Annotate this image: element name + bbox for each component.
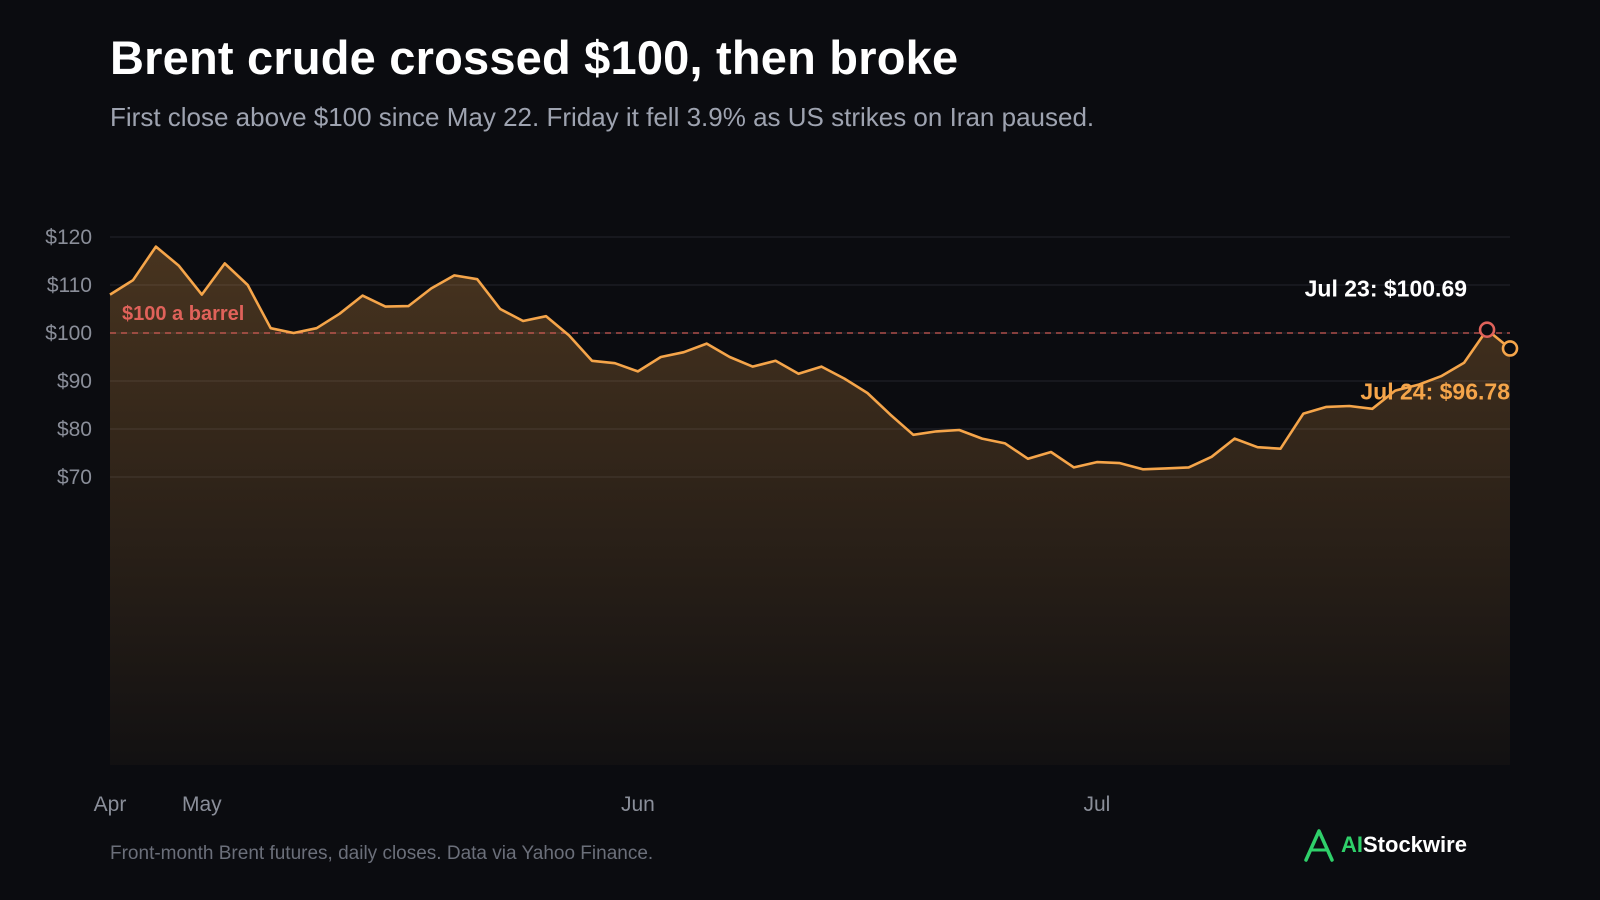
price-area bbox=[110, 246, 1510, 766]
brand-accent-text: AI bbox=[1341, 832, 1363, 857]
y-axis-labels: $120 $110 $100 $90 $80 $70 bbox=[45, 226, 92, 489]
x-tick-label: Jul bbox=[1083, 793, 1110, 816]
source-note: Front-month Brent futures, daily closes.… bbox=[110, 843, 654, 864]
annotations: Jul 23: $100.69 Jul 24: $96.78 bbox=[1305, 276, 1519, 404]
x-axis-labels: Apr May Jun Jul bbox=[94, 793, 1111, 816]
y-tick-label: $100 bbox=[45, 322, 92, 345]
y-tick-label: $110 bbox=[47, 274, 92, 297]
x-tick-label: May bbox=[182, 793, 222, 816]
chart-title: Brent crude crossed $100, then broke bbox=[110, 31, 959, 84]
a-logo-icon bbox=[1304, 829, 1334, 862]
price-line bbox=[109, 245, 1511, 471]
brand-name-text: Stockwire bbox=[1363, 832, 1467, 857]
y-tick-label: $120 bbox=[45, 226, 92, 249]
peak-annotation-label: Jul 23: $100.69 bbox=[1305, 276, 1467, 302]
last-close-annotation-label: Jul 24: $96.78 bbox=[1360, 378, 1510, 404]
y-tick-label: $90 bbox=[57, 370, 92, 393]
x-tick-label: Jun bbox=[621, 793, 655, 816]
threshold-label: $100 a barrel bbox=[122, 303, 244, 325]
brand-logo: AIStockwire bbox=[1303, 828, 1467, 862]
y-tick-label: $80 bbox=[57, 418, 92, 441]
chart-subtitle: First close above $100 since May 22. Fri… bbox=[110, 102, 1095, 132]
x-tick-label: Apr bbox=[94, 793, 127, 816]
last-close-marker bbox=[1501, 340, 1519, 357]
y-tick-label: $70 bbox=[57, 466, 92, 489]
peak-marker bbox=[1478, 321, 1496, 338]
